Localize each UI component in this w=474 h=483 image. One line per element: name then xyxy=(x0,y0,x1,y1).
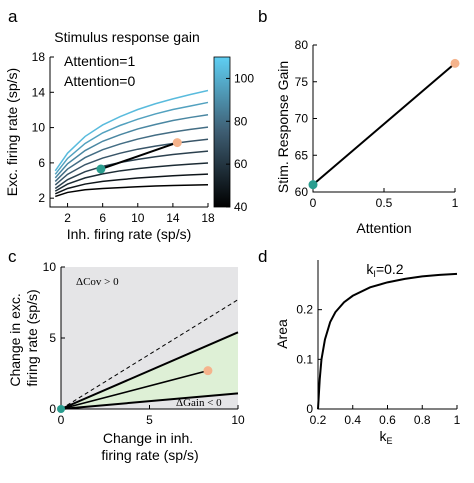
panel-c-attention-segment xyxy=(60,369,209,410)
panel-d-ytick-label-0: 0 xyxy=(306,402,313,416)
panel-b-point-attention-1 xyxy=(450,58,460,68)
panel-b-ytick-label-3: 75 xyxy=(295,75,309,89)
panel-b-point-attention-0 xyxy=(308,180,318,190)
panel-a-curve-3 xyxy=(54,150,209,190)
panel-c-point-attention-0 xyxy=(57,405,65,413)
panel-c-ylabel: Change in exc. firing rate (sp/s) xyxy=(7,289,40,386)
panel-a-xtick-label-2: 10 xyxy=(131,211,145,225)
panel-label-d: d xyxy=(258,247,267,266)
panel-a-curves xyxy=(54,89,209,198)
panel-a-xtick-label-1: 6 xyxy=(99,211,106,225)
panel-a-xtick-label-4: 18 xyxy=(201,211,215,225)
panel-c-xtick-label-0: 0 xyxy=(58,413,65,427)
panel-a-xlabel: Inh. firing rate (sp/s) xyxy=(67,226,192,242)
panel-a-curve-1 xyxy=(54,173,209,195)
panel-a-xtick-label-3: 14 xyxy=(166,211,180,225)
panel-a-ytick-label-0: 2 xyxy=(38,191,45,205)
panel-a-colorbar-tick-label-3: 100 xyxy=(234,71,254,85)
panel-b-ytick-label-0: 60 xyxy=(295,185,309,199)
panel-c-ticks: 0 5 10 0 5 10 xyxy=(43,260,245,427)
panel-b: 0 0.5 1 60 65 70 75 80 Attention Stim. Response… xyxy=(275,38,460,236)
panel-a-ytick-label-4: 18 xyxy=(32,50,46,64)
panel-a-title: Stimulus response gain xyxy=(54,29,200,45)
panel-d-ticks: 0.2 0.4 0.6 0.8 1 0 0.1 0.2 xyxy=(296,303,460,427)
panel-c-ytick-label-2: 10 xyxy=(43,260,57,274)
panel-b-ytick-label-4: 80 xyxy=(295,38,309,52)
panel-b-gain-line xyxy=(312,62,456,186)
panel-c-xtick-label-1: 5 xyxy=(146,413,153,427)
panel-c-lower-bound xyxy=(60,392,239,410)
panel-a-ticks: 2 6 10 14 18 2 6 10 14 18 xyxy=(32,50,215,225)
panel-c: 0 5 10 0 5 10 ΔCov > 0 ΔGain < 0 Change in in… xyxy=(7,260,245,463)
panel-d-ylabel: Area xyxy=(274,319,290,349)
panel-a-point-attention-1 xyxy=(172,138,182,148)
panel-d: kI=0.2 0.2 0.4 0.6 0.8 1 0 0.1 0.2 kE Area xyxy=(274,260,461,446)
panel-c-xtick-label-2: 10 xyxy=(231,413,245,427)
panel-c-xlabel: Change in inh. firing rate (sp/s) xyxy=(101,430,198,463)
panel-a-colorbar-tick-label-0: 40 xyxy=(234,200,248,214)
panel-b-xtick-label-1: 0.5 xyxy=(376,196,393,210)
panel-b-ytick-label-2: 70 xyxy=(295,112,309,126)
panel-c-ytick-label-0: 0 xyxy=(49,402,56,416)
panel-c-annotation-gain: ΔGain < 0 xyxy=(176,397,222,409)
panel-d-area-curve xyxy=(317,272,458,410)
panel-d-xtick-label-4: 1 xyxy=(454,413,461,427)
panel-c-ytick-label-1: 5 xyxy=(49,331,56,345)
panel-d-xtick-label-3: 0.8 xyxy=(414,413,431,427)
panel-b-axes xyxy=(312,45,455,193)
panel-d-ytick-label-2: 0.2 xyxy=(296,303,313,317)
panel-a-legend-attention-0: Attention=0 xyxy=(64,73,135,89)
panel-b-xtick-label-0: 0 xyxy=(310,196,317,210)
panel-a-ytick-label-2: 10 xyxy=(32,121,46,135)
panel-d-xtick-label-0: 0.2 xyxy=(310,413,327,427)
panel-a-ytick-label-1: 6 xyxy=(38,156,45,170)
panel-a-curve-2 xyxy=(54,162,209,192)
panel-label-b: b xyxy=(258,7,267,26)
panel-a-colorbar-tick-label-2: 80 xyxy=(234,114,248,128)
panel-c-upper-bound xyxy=(60,331,239,410)
panel-c-point-attention-1 xyxy=(203,366,213,376)
panel-b-ytick-label-1: 65 xyxy=(295,148,309,162)
panel-a-curve-6 xyxy=(54,114,209,179)
panel-a-curve-8 xyxy=(54,89,209,172)
panel-a-legend-attention-1: Attention=1 xyxy=(64,53,135,69)
panel-a-attention-segment xyxy=(100,141,178,171)
panel-b-xtick-label-2: 1 xyxy=(452,196,459,210)
panel-a-curve-5 xyxy=(54,126,209,182)
panel-b-xlabel: Attention xyxy=(356,220,411,236)
panel-a-axes xyxy=(49,57,208,208)
panel-b-ticks: 0 0.5 1 60 65 70 75 80 xyxy=(295,38,459,210)
panel-d-xtick-label-1: 0.4 xyxy=(344,413,361,427)
panel-d-ytick-label-1: 0.1 xyxy=(296,352,313,366)
panel-a-curve-7 xyxy=(54,101,209,175)
panel-a-curve-0 xyxy=(55,184,209,198)
panel-a-point-attention-0 xyxy=(96,164,106,174)
panel-c-annotation-cov: ΔCov > 0 xyxy=(76,276,119,288)
panel-a-xtick-label-0: 2 xyxy=(64,211,71,225)
panel-a-colorbar-ticks: 40 60 80 100 xyxy=(226,71,254,214)
panel-d-xlabel: kE xyxy=(379,428,392,446)
panel-a-ylabel: Exc. firing rate (sp/s) xyxy=(4,68,20,196)
panel-a-colorbar xyxy=(213,56,231,208)
panel-label-c: c xyxy=(8,247,17,266)
panel-d-title: kI=0.2 xyxy=(366,261,403,279)
panel-a-colorbar-tick-label-1: 60 xyxy=(234,157,248,171)
panel-label-a: a xyxy=(8,7,18,26)
panel-a-ytick-label-3: 14 xyxy=(32,85,46,99)
panel-a: Stimulus response gain 2 6 10 14 1826101418 … xyxy=(4,29,254,242)
panel-d-xtick-label-2: 0.6 xyxy=(379,413,396,427)
panel-b-ylabel: Stim. Response Gain xyxy=(275,61,291,193)
